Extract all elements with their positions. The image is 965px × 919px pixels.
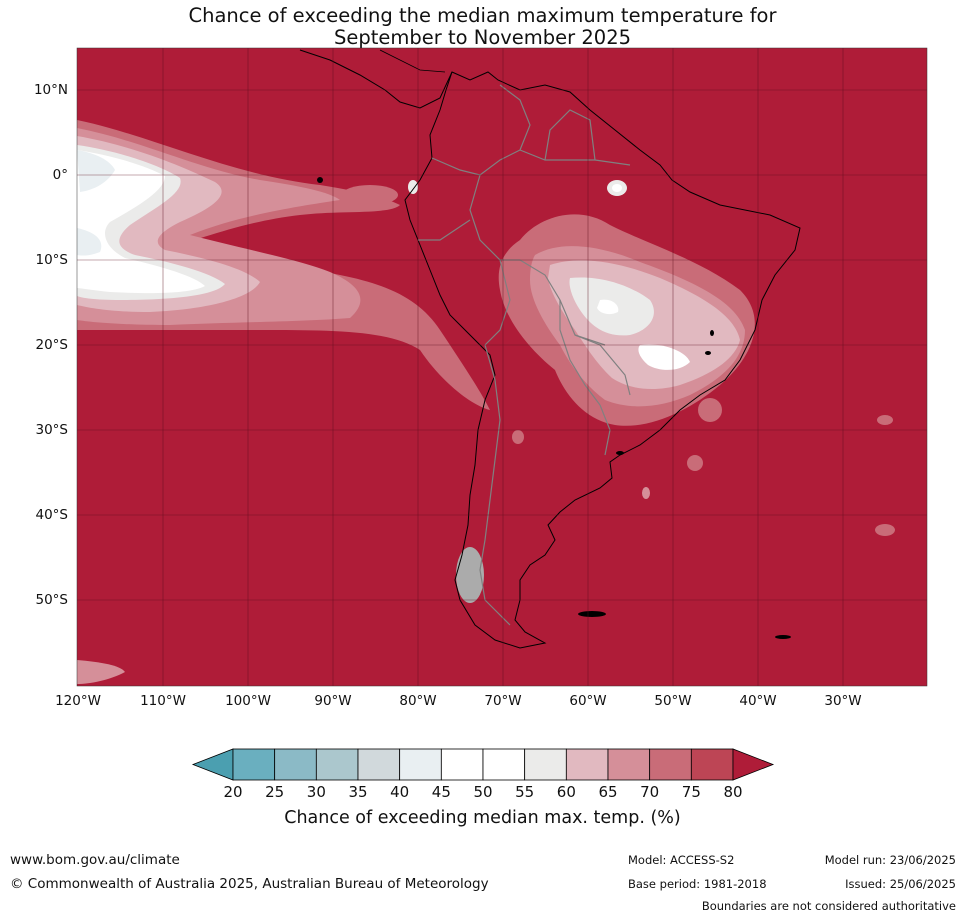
lon-label-90w: 90°W [314, 693, 352, 709]
pacific-anomaly-region [77, 120, 490, 410]
lon-label-120w: 120°W [55, 693, 101, 709]
colorbar-tick-label: 40 [390, 783, 410, 801]
colorbar-segment [232, 748, 276, 781]
copyright-text: © Commonwealth of Australia 2025, Austra… [10, 876, 489, 892]
colorbar-tick-label: 30 [306, 783, 326, 801]
colorbar-tick-label: 55 [515, 783, 535, 801]
model-run-date: Model run: 23/06/2025 [824, 853, 956, 867]
colorbar-tick-label: 80 [723, 783, 743, 801]
colorbar-segment [482, 748, 526, 781]
colorbar-segment [565, 748, 609, 781]
brazil-anomaly-region [498, 214, 755, 426]
colorbar-segment [690, 748, 734, 781]
colorbar-tick-label: 70 [640, 783, 660, 801]
south-america-coastline [404, 71, 801, 649]
lat-label-0: 0° [52, 167, 68, 183]
colorbar-segment [649, 748, 692, 781]
islands-and-lakes [317, 177, 791, 639]
lat-label-50s: 50°S [35, 592, 69, 608]
lon-label-80w: 80°W [399, 693, 437, 709]
colorbar-tick-label: 50 [473, 783, 493, 801]
colorbar-label: Chance of exceeding median max. temp. (%… [284, 808, 681, 828]
lon-label-40w: 40°W [739, 693, 777, 709]
colorbar-segment [274, 748, 317, 781]
colorbar-tick-label: 20 [223, 783, 243, 801]
forecast-map [76, 47, 928, 687]
colorbar-tick-label: 35 [348, 783, 368, 801]
model-name: Model: ACCESS-S2 [628, 853, 735, 867]
colorbar-segment [315, 748, 359, 781]
lat-label-30s: 30°S [35, 422, 69, 438]
colorbar-segment [357, 748, 401, 781]
lon-label-60w: 60°W [569, 693, 607, 709]
lon-label-30w: 30°W [824, 693, 862, 709]
minor-anomaly-patches [77, 180, 895, 684]
boundaries-disclaimer: Boundaries are not considered authoritat… [701, 899, 956, 913]
colorbar-segment [440, 748, 484, 781]
colorbar-extend-low [191, 748, 234, 781]
base-period: Base period: 1981-2018 [628, 877, 767, 891]
colorbar-tick-label: 75 [681, 783, 701, 801]
map-background [77, 48, 927, 686]
colorbar-segment [524, 748, 567, 781]
central-america-coastline [299, 49, 453, 109]
colorbar-tick-label: 65 [598, 783, 618, 801]
lon-label-110w: 110°W [140, 693, 186, 709]
map-title-line1: Chance of exceeding the median maximum t… [188, 4, 777, 27]
colorbar-segment [607, 748, 651, 781]
lat-label-40s: 40°S [35, 507, 69, 523]
colorbar-segment [399, 748, 442, 781]
colorbar-tick-label: 45 [431, 783, 451, 801]
lon-label-70w: 70°W [484, 693, 522, 709]
colorbar-tick-label: 60 [556, 783, 576, 801]
colorbar-extend-high [732, 748, 775, 781]
lat-label-10n: 10°N [33, 82, 68, 98]
colorbar-tick-label: 25 [265, 783, 285, 801]
lat-label-10s: 10°S [35, 252, 69, 268]
map-title-line2: September to November 2025 [333, 26, 632, 49]
lon-label-50w: 50°W [654, 693, 692, 709]
lat-label-20s: 20°S [35, 337, 69, 353]
bom-url: www.bom.gov.au/climate [10, 852, 180, 868]
lon-label-100w: 100°W [225, 693, 271, 709]
issued-date: Issued: 25/06/2025 [845, 877, 956, 891]
graticule [77, 48, 927, 686]
